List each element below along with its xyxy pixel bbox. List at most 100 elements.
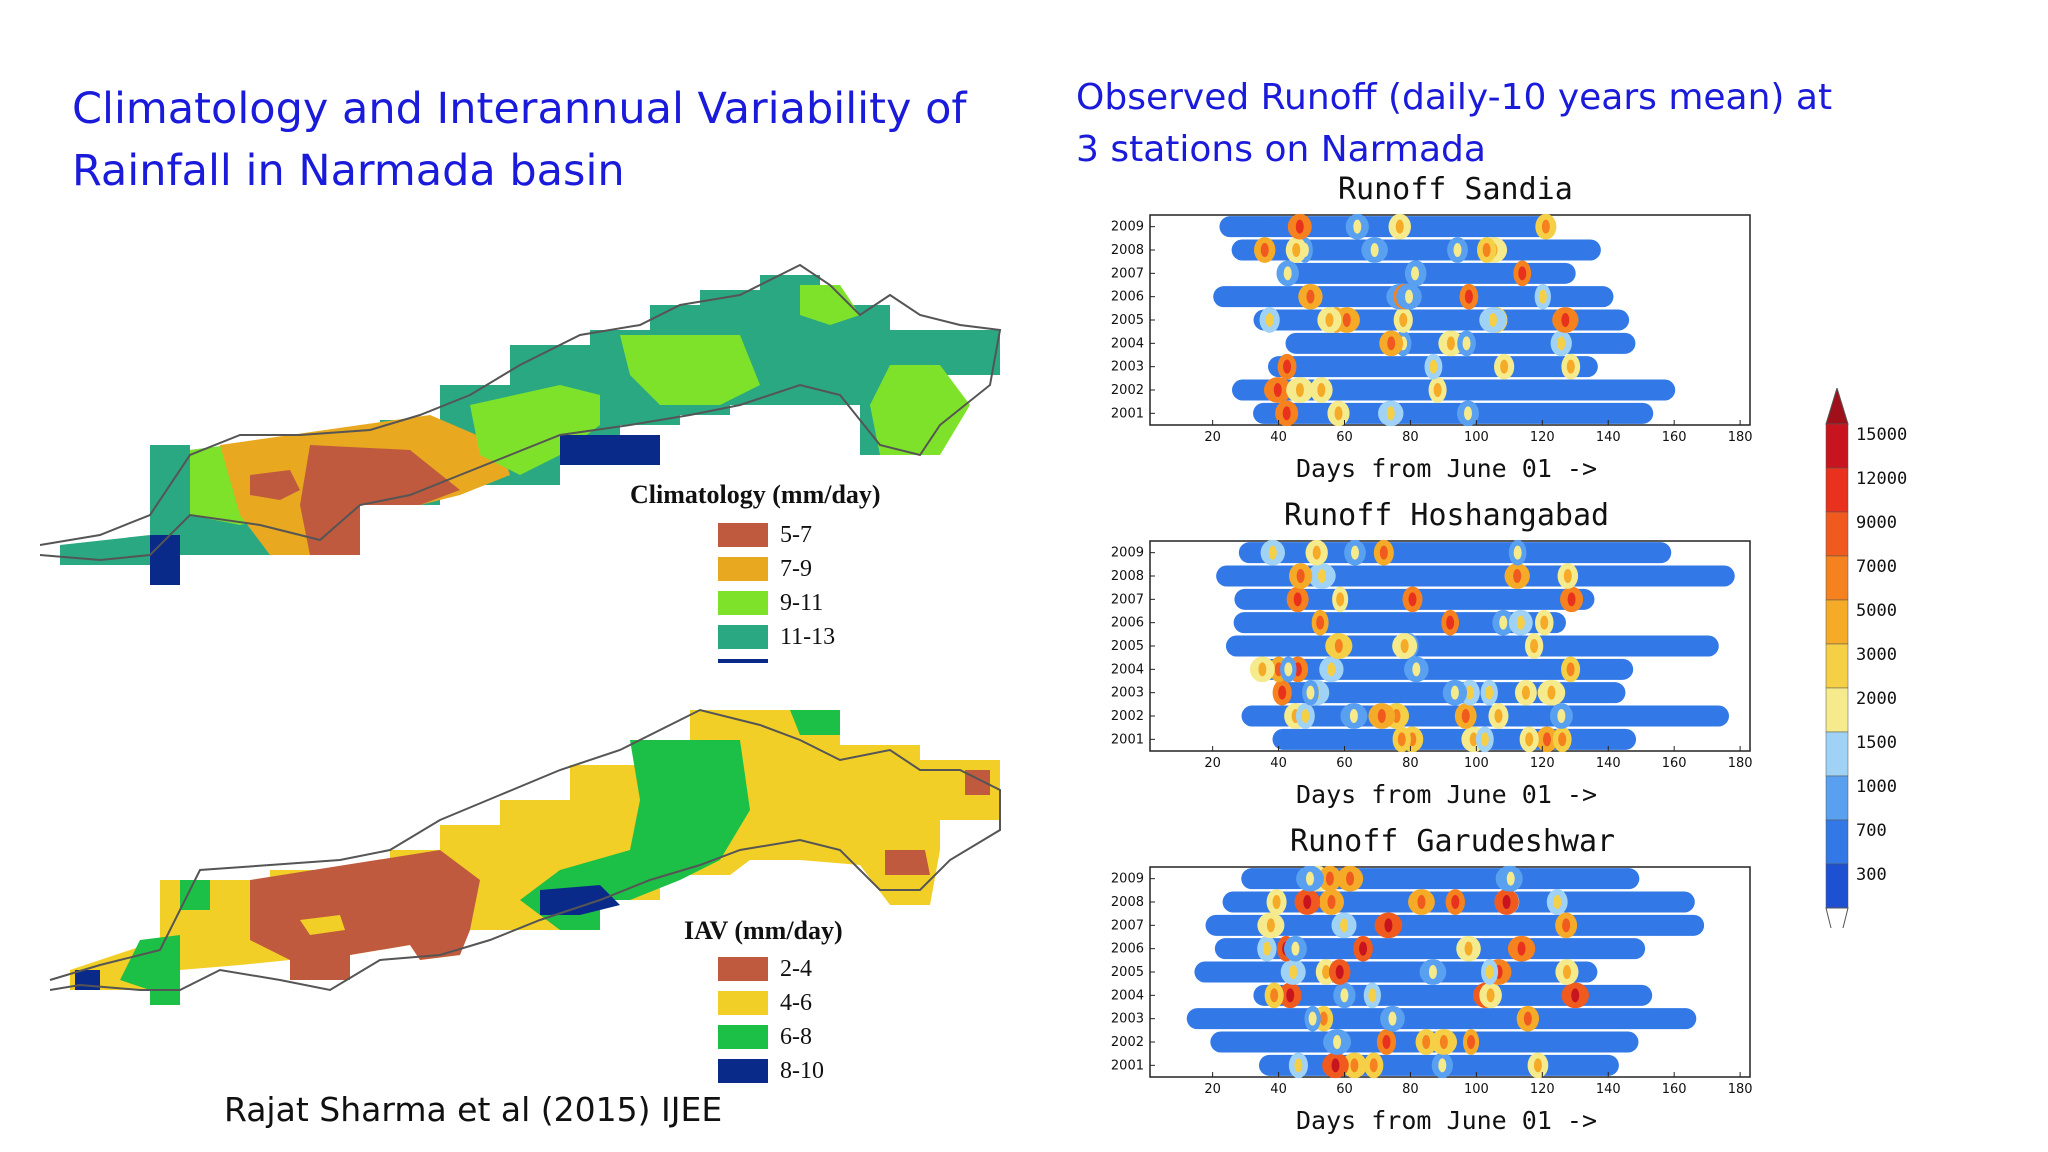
x-tick-label: 120 — [1530, 430, 1555, 445]
runoff-cell-core — [1399, 313, 1408, 327]
x-tick-label: 80 — [1402, 756, 1419, 771]
runoff-cell-core — [1316, 615, 1325, 630]
legend-item — [718, 658, 881, 664]
runoff-cell-core — [1513, 545, 1522, 560]
y-tick-label: 2005 — [1111, 313, 1144, 328]
runoff-cell-core — [1384, 918, 1393, 933]
y-tick-label: 2001 — [1111, 1058, 1144, 1073]
runoff-cell-core — [1335, 965, 1344, 979]
runoff-cell-core — [1502, 895, 1511, 909]
runoff-cell-core — [1538, 289, 1547, 304]
runoff-cell-core — [1566, 662, 1575, 677]
runoff-cell-core — [1346, 871, 1355, 886]
runoff-cell-core — [1317, 569, 1326, 583]
runoff-cell-core — [1333, 1035, 1342, 1049]
runoff-cell-core — [1377, 709, 1386, 723]
xlabel-garudeshwar: Days from June 01 -> — [1296, 1106, 1598, 1135]
colorbar-segment — [1825, 687, 1849, 733]
runoff-cell-core — [1370, 243, 1379, 257]
runoff-cell-core — [1379, 545, 1388, 560]
colorbar-segment — [1825, 555, 1849, 601]
colorbar-segment — [1825, 819, 1849, 865]
runoff-cell-core — [1464, 941, 1473, 956]
runoff-cell-core — [1266, 918, 1275, 933]
runoff-cell-core — [1397, 732, 1406, 747]
runoff-cell-core — [1525, 732, 1534, 747]
runoff-cell-core — [1446, 615, 1455, 630]
runoff-band — [1219, 216, 1556, 238]
runoff-cell-core — [1293, 592, 1302, 607]
colorbar-label: 300 — [1856, 865, 1887, 885]
runoff-cell-core — [1306, 289, 1315, 304]
x-tick-label: 40 — [1270, 756, 1287, 771]
y-tick-label: 2007 — [1111, 592, 1144, 607]
runoff-cell-core — [1317, 383, 1326, 397]
colorbar-label: 700 — [1856, 821, 1887, 841]
runoff-panels: 2001 2002 2003 2004 2005 2006 2007 2008 2009 20 40… — [1111, 213, 1753, 1097]
y-tick-label: 2004 — [1111, 662, 1144, 677]
x-tick-label: 20 — [1204, 756, 1221, 771]
runoff-cell-core — [1566, 359, 1575, 374]
runoff-cell-core — [1571, 988, 1580, 1003]
runoff-band — [1186, 1008, 1697, 1030]
legend-item: 7-9 — [718, 556, 881, 582]
colorbar-bottom-arrow — [1825, 907, 1849, 928]
runoff-cell-core — [1268, 545, 1277, 560]
runoff-cell-core — [1465, 685, 1474, 700]
legend-item: 6-8 — [718, 1024, 843, 1050]
runoff-cell-core — [1521, 685, 1530, 700]
x-tick-label: 140 — [1596, 756, 1621, 771]
climatology-legend-title: Climatology (mm/day) — [630, 480, 881, 509]
y-tick-label: 2009 — [1111, 220, 1144, 235]
legend-label: 6-8 — [780, 1023, 812, 1050]
legend-swatch — [718, 557, 768, 581]
runoff-cell-core — [1494, 709, 1503, 723]
runoff-cell-core — [1469, 732, 1478, 747]
x-tick-label: 180 — [1728, 430, 1753, 445]
runoff-cell-core — [1286, 988, 1295, 1003]
x-tick-label: 60 — [1336, 756, 1353, 771]
colorbar-label: 1500 — [1856, 733, 1897, 753]
runoff-cell-core — [1540, 615, 1549, 630]
colorbar-segment — [1825, 511, 1849, 557]
x-tick-label: 140 — [1596, 430, 1621, 445]
runoff-cell-core — [1462, 336, 1471, 351]
climatology-legend-items: 5-7 7-9 9-11 11-13 — [718, 522, 881, 664]
runoff-cell-core — [1325, 871, 1334, 886]
runoff-cell-core — [1325, 313, 1334, 327]
runoff-cell-core — [1547, 685, 1556, 700]
legend-label: 2-4 — [780, 955, 812, 982]
panel-title-hoshangabad: Runoff Hoshangabad — [1284, 498, 1610, 533]
runoff-cell-core — [1543, 732, 1552, 747]
runoff-cell-core — [1408, 592, 1417, 607]
colorbar-segment — [1825, 731, 1849, 777]
runoff-cell-core — [1331, 1058, 1340, 1073]
iav-map — [49, 708, 1001, 1005]
climatology-basin-outline — [40, 263, 1002, 562]
legend-swatch — [718, 523, 768, 547]
y-tick-label: 2002 — [1111, 383, 1144, 398]
panel-title-sandia: Runoff Sandia — [1338, 172, 1573, 207]
x-tick-label: 80 — [1402, 1082, 1419, 1097]
x-tick-label: 140 — [1596, 1082, 1621, 1097]
y-tick-label: 2006 — [1111, 290, 1144, 305]
colorbar-segment — [1825, 643, 1849, 689]
runoff-cell-core — [1295, 219, 1304, 234]
runoff-cell-core — [1562, 918, 1571, 933]
runoff-cell-core — [1284, 662, 1293, 677]
runoff-cell-core — [1499, 615, 1508, 630]
runoff-cell-core — [1265, 313, 1274, 327]
runoff-cell-core — [1386, 406, 1395, 421]
colorbar-segment — [1825, 599, 1849, 645]
legend-swatch — [718, 991, 768, 1015]
runoff-cell-core — [1258, 662, 1267, 677]
legend-swatch — [718, 591, 768, 615]
x-tick-label: 40 — [1270, 430, 1287, 445]
runoff-cell-core — [1382, 1035, 1391, 1049]
right-title: Observed Runoff (daily-10 years mean) at… — [1076, 72, 1836, 176]
runoff-cell-core — [1296, 569, 1305, 583]
legend-item: 9-11 — [718, 590, 881, 616]
runoff-cell-core — [1450, 685, 1459, 700]
runoff-cell-core — [1516, 615, 1525, 630]
runoff-cell-core — [1387, 336, 1396, 351]
